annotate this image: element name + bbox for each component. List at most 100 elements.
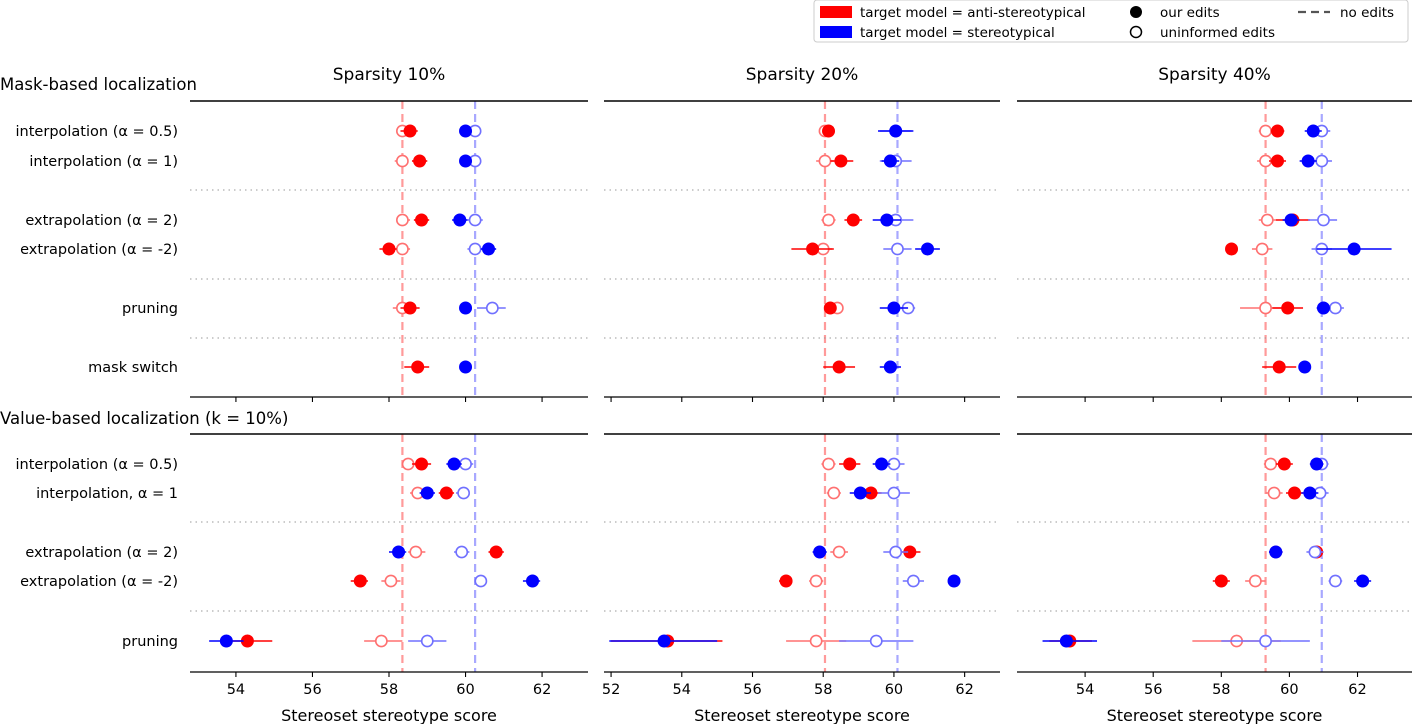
- point-anti-uninformed: [1260, 213, 1274, 227]
- point-anti-our-edits: [413, 154, 427, 168]
- point-anti-uninformed: [809, 574, 823, 588]
- point-anti-uninformed: [1259, 124, 1272, 138]
- point-stereo-uninformed: [468, 213, 482, 227]
- x-axis-label: Stereoset stereotype score: [694, 706, 910, 724]
- point-anti-uninformed: [822, 213, 835, 227]
- point-anti-uninformed: [1264, 457, 1278, 471]
- point-stereo-uninformed: [869, 634, 883, 648]
- point-anti-uninformed: [822, 457, 835, 471]
- column-3: Sparsity 40% 54 56 58 60 62 Stereoset stereoty…: [1017, 65, 1412, 724]
- x-tick-label: 56: [1144, 682, 1162, 698]
- column-title: Sparsity 20%: [746, 65, 858, 85]
- point-stereo-our-edits: [889, 124, 903, 138]
- row-label: extrapolation (α = 2): [25, 213, 178, 229]
- x-tick-label: 62: [533, 682, 551, 698]
- point-stereo-uninformed: [468, 242, 482, 256]
- x-tick-label: 54: [673, 682, 691, 698]
- point-stereo-our-edits: [813, 545, 827, 559]
- point-stereo-uninformed: [1317, 213, 1330, 227]
- point-stereo-our-edits: [1356, 574, 1370, 588]
- point-stereo-uninformed: [474, 574, 488, 588]
- x-tick-label: 60: [885, 682, 903, 698]
- point-stereo-uninformed: [1328, 301, 1342, 315]
- legend-our-edits-label: our edits: [1160, 5, 1220, 21]
- point-stereo-uninformed: [889, 545, 903, 559]
- x-tick-label: 62: [1348, 682, 1366, 698]
- point-stereo-uninformed: [485, 301, 499, 315]
- point-stereo-our-edits: [947, 574, 961, 588]
- point-anti-our-edits: [1225, 242, 1239, 256]
- point-stereo-uninformed: [891, 242, 904, 256]
- point-anti-uninformed: [1267, 486, 1281, 500]
- legend-uninformed-label: uninformed edits: [1160, 25, 1275, 41]
- row-label: mask switch: [88, 360, 178, 376]
- point-anti-our-edits: [779, 574, 793, 588]
- point-anti-our-edits: [1270, 154, 1284, 168]
- point-stereo-our-edits: [1306, 124, 1320, 138]
- point-stereo-our-edits: [453, 213, 467, 227]
- point-anti-uninformed: [809, 634, 823, 648]
- legend-stereo-swatch: [820, 26, 852, 38]
- section-title-mask: Mask-based localization: [0, 75, 197, 94]
- x-axis-label: Stereoset stereotype score: [281, 706, 497, 724]
- x-tick-label: 60: [456, 682, 474, 698]
- point-anti-uninformed: [395, 154, 409, 168]
- x-tick-label: 58: [814, 682, 832, 698]
- point-anti-uninformed: [832, 545, 846, 559]
- point-stereo-our-edits: [853, 486, 867, 500]
- point-anti-uninformed: [827, 486, 841, 500]
- point-stereo-our-edits: [459, 301, 473, 315]
- point-stereo-our-edits: [482, 242, 495, 256]
- point-anti-our-edits: [403, 124, 417, 138]
- row-label: pruning: [122, 301, 178, 317]
- point-stereo-our-edits: [1284, 213, 1298, 227]
- point-stereo-uninformed: [906, 574, 920, 588]
- point-anti-our-edits: [415, 457, 429, 471]
- legend-uninformed-marker: [1129, 25, 1143, 39]
- x-tick-label: 58: [380, 682, 398, 698]
- point-stereo-uninformed: [1308, 545, 1322, 559]
- point-anti-our-edits: [822, 124, 836, 138]
- point-anti-uninformed: [1259, 301, 1272, 315]
- legend-anti-label: target model = anti-stereotypical: [860, 5, 1086, 21]
- x-tick-label: 54: [1076, 682, 1094, 698]
- plot-area: Sparsity 10% 54 56 58 60 62 Stereoset stereoty…: [190, 65, 1412, 724]
- point-stereo-uninformed: [457, 486, 471, 500]
- point-stereo-our-edits: [420, 486, 434, 500]
- panel-mask: [1017, 100, 1412, 402]
- point-anti-our-edits: [411, 360, 425, 374]
- x-tick-label: 58: [1212, 682, 1230, 698]
- point-anti-our-edits: [439, 486, 453, 500]
- x-axis-label: Stereoset stereotype score: [1107, 706, 1323, 724]
- row-label: pruning: [122, 634, 178, 650]
- point-stereo-uninformed: [455, 545, 469, 559]
- point-stereo-our-edits: [1310, 457, 1324, 471]
- legend-stereo-label: target model = stereotypical: [860, 25, 1055, 41]
- point-anti-uninformed: [409, 545, 423, 559]
- point-anti-our-edits: [382, 242, 396, 256]
- row-label: extrapolation (α = 2): [25, 545, 178, 561]
- point-anti-our-edits: [489, 545, 503, 559]
- point-stereo-our-edits: [1316, 301, 1330, 315]
- point-stereo-our-edits: [459, 360, 473, 374]
- x-tick-label: 52: [602, 682, 620, 698]
- point-stereo-our-edits: [459, 124, 473, 138]
- point-anti-uninformed: [374, 634, 388, 648]
- point-anti-our-edits: [353, 574, 367, 588]
- point-anti-our-edits: [1272, 360, 1286, 374]
- column-title: Sparsity 40%: [1158, 65, 1270, 85]
- point-stereo-our-edits: [1298, 360, 1312, 374]
- panel-value: 54 56 58 60 62: [1017, 433, 1412, 698]
- point-anti-our-edits: [415, 213, 429, 227]
- point-stereo-our-edits: [219, 634, 233, 648]
- point-stereo-our-edits: [883, 154, 897, 168]
- point-anti-our-edits: [843, 457, 857, 471]
- point-stereo-our-edits: [657, 634, 671, 648]
- point-stereo-uninformed: [1328, 574, 1342, 588]
- x-tick-label: 54: [227, 682, 245, 698]
- point-stereo-our-edits: [880, 213, 894, 227]
- point-anti-uninformed: [395, 213, 409, 227]
- column-1: Sparsity 10% 54 56 58 60 62 Stereoset stereoty…: [190, 65, 588, 724]
- panel-value: 54 56 58 60 62: [190, 433, 588, 698]
